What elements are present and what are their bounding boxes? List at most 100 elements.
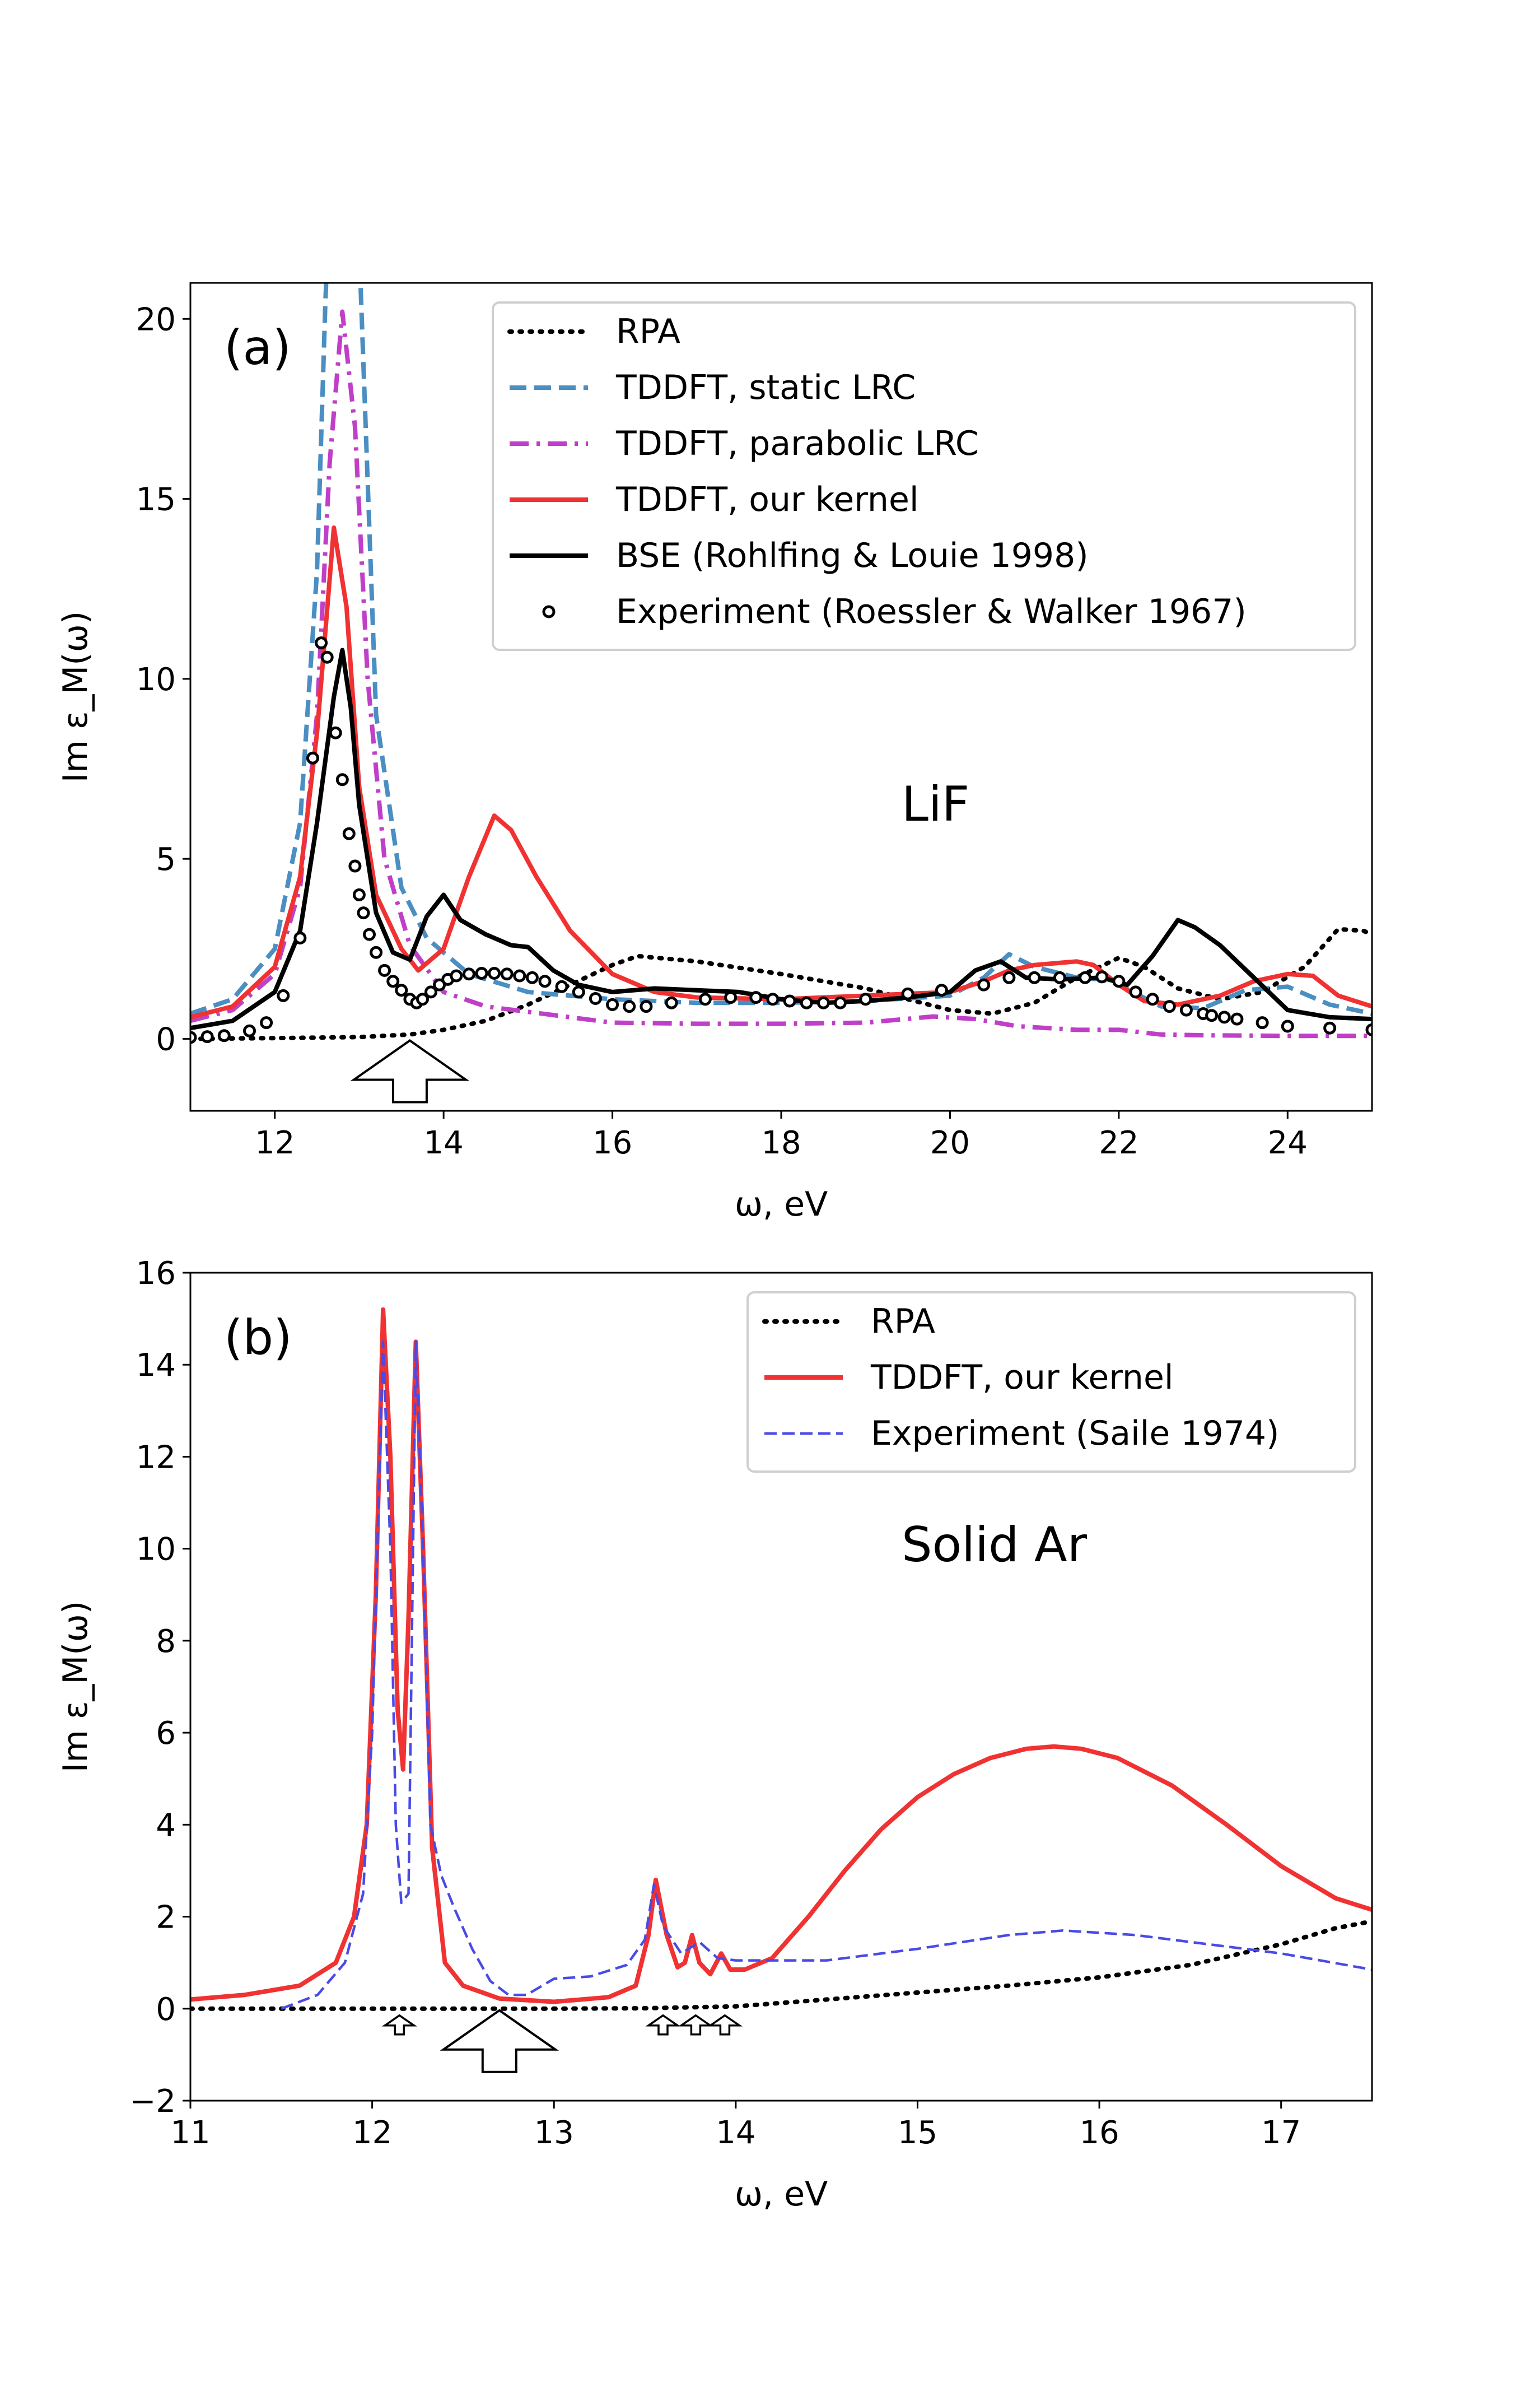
x-tick-label-a: 14 (424, 1125, 464, 1161)
experiment-point (623, 1000, 636, 1013)
experiment-point (450, 969, 463, 983)
experiment-point (424, 985, 437, 999)
x-tick-label-b: 15 (898, 2115, 937, 2151)
experiment-point (1205, 1009, 1219, 1022)
series-line-a-3 (190, 525, 1372, 1020)
axes-frame-b (189, 1272, 1373, 2102)
experiment-point (572, 985, 585, 999)
experiment-point (859, 993, 872, 1006)
y-tick-label-b: 12 (136, 1439, 176, 1476)
experiment-point (1002, 971, 1016, 984)
experiment-point (342, 827, 356, 840)
y-tick-label-b: 8 (156, 1623, 176, 1660)
experiment-point (277, 989, 290, 1002)
experiment-point (640, 1000, 653, 1013)
experiment-point (200, 1030, 214, 1044)
experiment-point (1053, 971, 1066, 984)
plot-area-a (190, 283, 1372, 1044)
experiment-point (348, 859, 362, 873)
y-tick-label-b: 0 (156, 1991, 176, 2028)
y-tick-label-b: 6 (156, 1715, 176, 1752)
experiment-point (386, 975, 400, 988)
experiment-point (190, 1031, 197, 1044)
experiment-point (977, 978, 991, 992)
x-tick-label-b: 13 (534, 2115, 574, 2151)
y-tick-label-a: 15 (136, 482, 176, 518)
plot-area-b (190, 1307, 1372, 2011)
x-tick-label-b: 11 (170, 2115, 210, 2151)
legend-label-our-kernel-b: TDDFT, our kernel (870, 1358, 1174, 1397)
experiment-point (1095, 970, 1109, 984)
y-axis-label-b: Im ε_M(ω) (56, 1601, 95, 1772)
experiment-point (766, 993, 780, 1006)
legend-label-parabolic-lrc-a: TDDFT, parabolic LRC (615, 424, 979, 463)
experiment-point (1365, 1023, 1372, 1036)
legend-a: RPA TDDFT, static LRC TDDFT, parabolic L… (492, 301, 1356, 651)
experiment-point (1129, 985, 1142, 999)
experiment-point (320, 650, 334, 664)
experiment-point (416, 993, 429, 1006)
experiment-point (901, 987, 914, 1000)
legend-label-our-kernel-a: TDDFT, our kernel (615, 480, 919, 519)
legend-label-static-lrc-a: TDDFT, static LRC (615, 368, 916, 407)
x-tick-label-a: 22 (1099, 1125, 1138, 1161)
experiment-point (370, 946, 383, 959)
legend-box-b (746, 1291, 1356, 1473)
y-tick-label-a: 10 (136, 662, 176, 698)
legend-label-experiment-b: Experiment (Saile 1974) (871, 1414, 1279, 1453)
series-line-a-2 (190, 309, 1372, 1039)
y-tick-label-b: −2 (129, 2083, 176, 2120)
legend-label-bse-a: BSE (Rohlfing & Louie 1998) (616, 536, 1089, 575)
x-tick-label-b: 14 (716, 2115, 755, 2151)
legend-box-a (492, 301, 1356, 651)
x-tick-label-b: 16 (1079, 2115, 1119, 2151)
experiment-point (329, 726, 342, 739)
experiment-point (260, 1016, 273, 1030)
x-tick-label-a: 16 (592, 1125, 632, 1161)
experiment-point (363, 928, 376, 941)
panel-a: (a) LiF ω, eV Im ε_M(ω) RPA TDDFT, stati… (56, 282, 1373, 1224)
experiment-point (525, 971, 539, 984)
experiment-point (800, 996, 813, 1009)
series-line-a-1 (190, 283, 1372, 1016)
experiment-point (1146, 993, 1159, 1006)
experiment-point (335, 773, 349, 786)
legend-swatch-a-5 (542, 605, 556, 618)
experiment-point (538, 975, 552, 988)
experiment-point (462, 967, 475, 981)
experiment-point (698, 993, 712, 1006)
experiment-point (500, 967, 514, 981)
series-line-b-0 (190, 1919, 1372, 2011)
y-tick-label-a: 20 (136, 301, 176, 338)
experiment-point (395, 984, 408, 997)
panel-b: (b) Solid Ar ω, eV Im ε_M(ω) RPA TDDFT, … (56, 1255, 1373, 2214)
experiment-point (1217, 1011, 1231, 1024)
y-tick-label-a: 0 (156, 1021, 176, 1058)
panel-label-b: (b) (224, 1310, 292, 1366)
x-tick-label-b: 17 (1261, 2115, 1301, 2151)
experiment-point (378, 964, 391, 977)
arrow-marker-a-0 (350, 1039, 470, 1104)
legend-label-rpa-a: RPA (616, 312, 680, 351)
experiment-point (357, 906, 370, 920)
y-tick-label-b: 16 (136, 1255, 176, 1292)
experiment-point (306, 751, 319, 765)
experiment-point (1028, 971, 1041, 984)
experiment-point (1256, 1016, 1269, 1030)
experiment-point (816, 996, 830, 1009)
x-tick-label-a: 18 (761, 1125, 801, 1161)
y-tick-label-b: 14 (136, 1347, 176, 1384)
x-tick-label-a: 20 (930, 1125, 970, 1161)
experiment-point (783, 994, 796, 1008)
experiment-point (513, 969, 526, 983)
x-tick-label-a: 24 (1268, 1125, 1308, 1161)
y-tick-label-b: 10 (136, 1532, 176, 1568)
x-tick-label-b: 12 (352, 2115, 392, 2151)
experiment-point (935, 984, 948, 997)
experiment-point (834, 996, 847, 1009)
experiment-point (1281, 1020, 1294, 1033)
experiment-point (1323, 1021, 1337, 1035)
series-line-b-1 (190, 1307, 1372, 2004)
